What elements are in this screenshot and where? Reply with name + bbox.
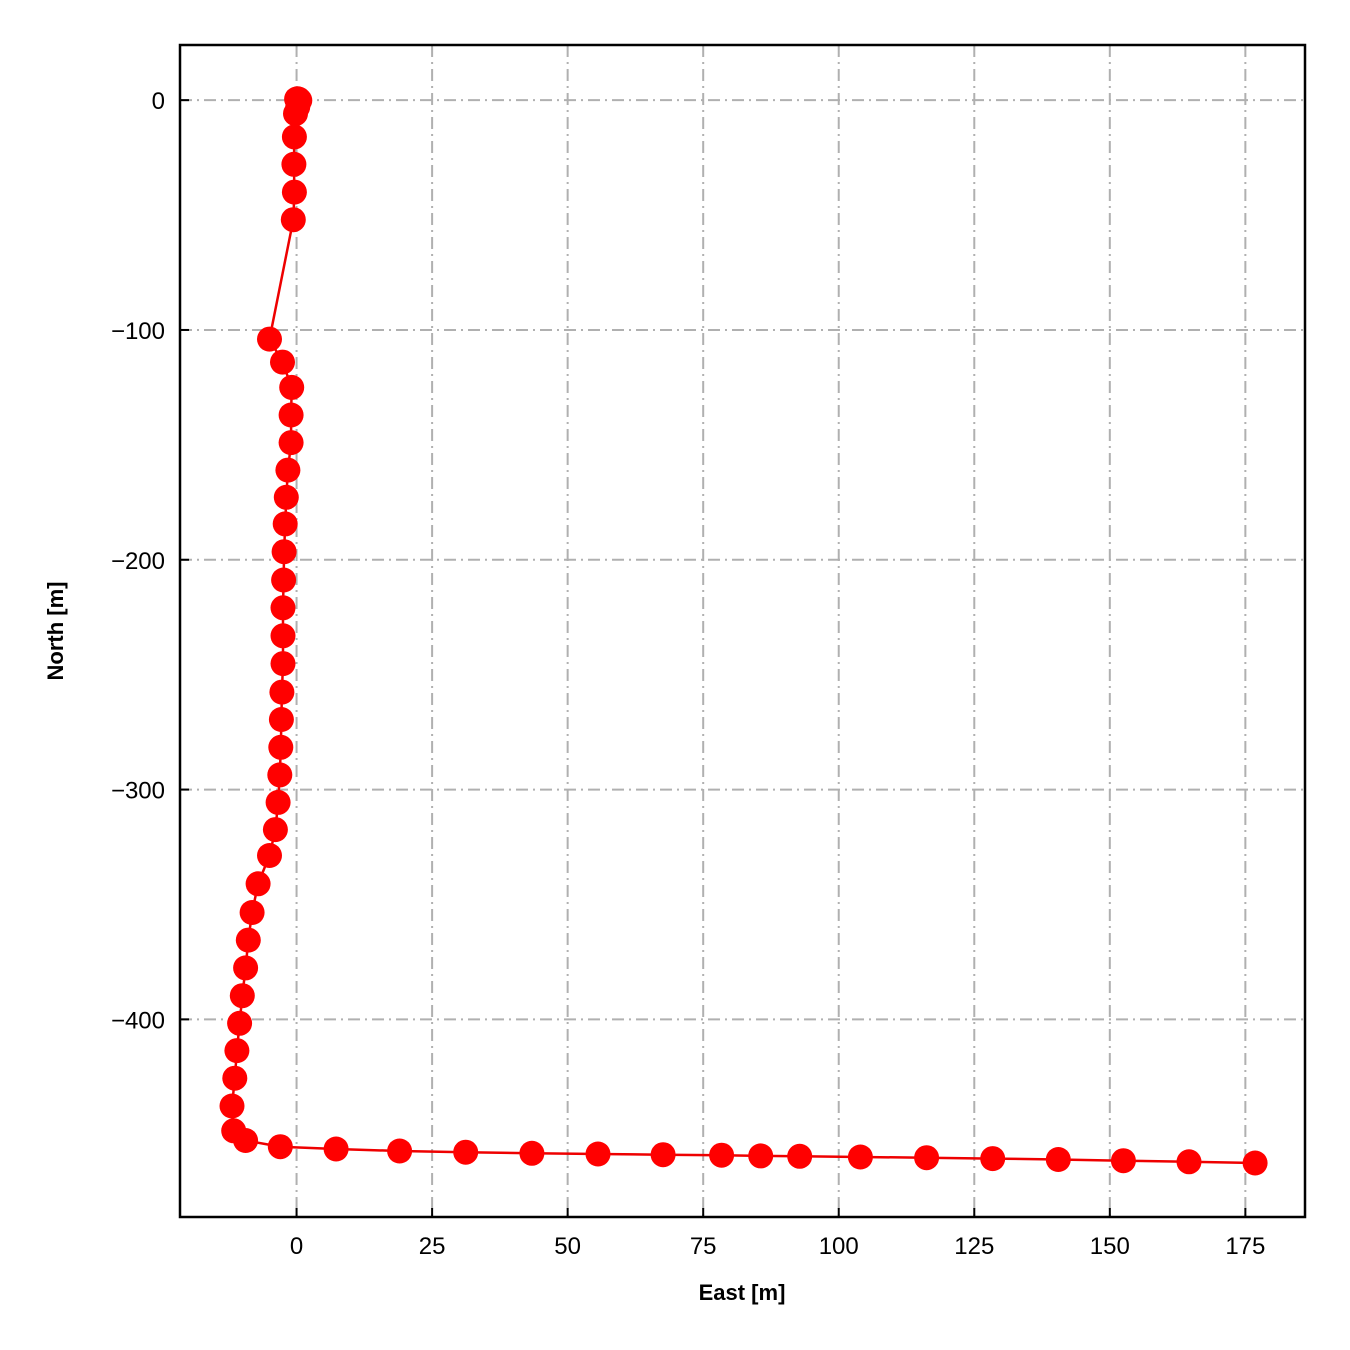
trajectory-point xyxy=(233,1128,259,1153)
trajectory-point xyxy=(281,179,307,205)
x-tick-label: 150 xyxy=(1090,1233,1130,1260)
trajectory-point xyxy=(267,1134,293,1160)
trajectory-point xyxy=(453,1139,479,1165)
trajectory-point xyxy=(283,101,308,127)
y-tick-label: −400 xyxy=(111,1007,165,1034)
trajectory-point xyxy=(387,1138,413,1164)
trajectory-point xyxy=(1110,1148,1136,1174)
x-tick-label: 0 xyxy=(290,1233,303,1260)
x-axis-ticks: 0 25 50 75 100 125 150 175 xyxy=(290,1208,1265,1260)
trajectory-point xyxy=(268,707,294,732)
trajectory-point xyxy=(270,349,295,375)
trajectory-point xyxy=(267,762,293,788)
trajectory-point xyxy=(271,567,297,593)
y-tick-label: −200 xyxy=(111,548,165,575)
trajectory-point xyxy=(281,124,307,150)
trajectory-point xyxy=(222,1065,248,1091)
trajectory-point xyxy=(235,927,261,953)
trajectory-point xyxy=(257,326,282,352)
trajectory-point xyxy=(233,955,259,981)
y-tick-label: −100 xyxy=(111,318,165,345)
trajectory-point xyxy=(787,1143,813,1169)
trajectory-point xyxy=(224,1038,250,1064)
trajectory-point xyxy=(257,843,282,868)
trajectory-point xyxy=(585,1141,611,1167)
y-grid-lines xyxy=(180,99,1305,1021)
trajectory-point xyxy=(709,1142,735,1168)
trajectory-point xyxy=(1045,1147,1071,1172)
y-tick-label: 0 xyxy=(152,88,165,115)
trajectory-point xyxy=(219,1093,245,1119)
trajectory-point xyxy=(239,900,265,925)
trajectory-point xyxy=(262,817,288,843)
trajectory-point xyxy=(227,1010,253,1036)
plot-frame xyxy=(178,43,1307,1219)
trajectory-point xyxy=(847,1144,873,1170)
trajectory-point xyxy=(914,1145,940,1171)
trajectory-point xyxy=(269,679,295,705)
trajectory-point xyxy=(279,374,305,400)
trajectory-point xyxy=(748,1143,774,1169)
y-axis-label: North [m] xyxy=(43,582,68,681)
trajectory-point xyxy=(272,511,298,537)
y-axis-ticks: 0 −100 −200 −300 −400 xyxy=(111,88,189,1034)
trajectory-point xyxy=(278,402,304,428)
trajectory-point xyxy=(268,734,294,760)
x-tick-label: 125 xyxy=(954,1233,994,1260)
trajectory-point xyxy=(281,151,307,177)
x-tick-label: 50 xyxy=(554,1233,581,1260)
trajectory-point xyxy=(1176,1149,1202,1175)
x-grid-lines xyxy=(295,45,1247,1217)
trajectory-point xyxy=(273,484,299,510)
trajectory-line xyxy=(230,97,1256,1165)
trajectory-point xyxy=(265,789,291,815)
trajectory-point xyxy=(245,871,271,897)
trajectory-point xyxy=(323,1136,349,1162)
trajectory-point xyxy=(278,430,304,456)
trajectory-point xyxy=(271,539,297,565)
x-tick-label: 75 xyxy=(690,1233,717,1260)
trajectory-point xyxy=(229,983,255,1009)
trajectory-point xyxy=(270,651,296,677)
x-tick-label: 175 xyxy=(1225,1233,1265,1260)
trajectory-point xyxy=(275,457,301,483)
y-tick-label: −300 xyxy=(111,778,165,805)
x-axis-label: East [m] xyxy=(699,1280,786,1305)
trajectory-point xyxy=(270,595,296,621)
data-layer xyxy=(219,86,1268,1176)
trajectory-point xyxy=(519,1140,545,1166)
trajectory-point xyxy=(980,1146,1006,1172)
x-tick-label: 100 xyxy=(819,1233,859,1260)
trajectory-point xyxy=(650,1142,676,1168)
trajectory-point xyxy=(270,623,296,649)
trajectory-point xyxy=(280,207,306,233)
x-tick-label: 25 xyxy=(419,1233,446,1260)
trajectory-point xyxy=(1242,1150,1268,1176)
